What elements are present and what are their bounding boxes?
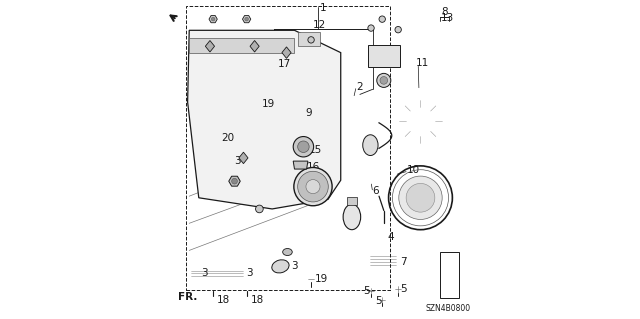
Text: 16: 16	[307, 161, 320, 172]
Text: FR.: FR.	[178, 292, 197, 302]
Circle shape	[298, 171, 328, 202]
Polygon shape	[228, 176, 240, 186]
Ellipse shape	[283, 249, 292, 256]
Text: SZN4B0800: SZN4B0800	[425, 304, 470, 313]
Circle shape	[308, 37, 314, 43]
Text: 20: 20	[221, 133, 235, 143]
Polygon shape	[239, 152, 248, 164]
Circle shape	[368, 25, 374, 31]
Circle shape	[244, 17, 248, 21]
Text: 9: 9	[306, 108, 312, 118]
Polygon shape	[189, 38, 294, 53]
Text: 5: 5	[375, 296, 381, 306]
Text: 15: 15	[308, 145, 322, 155]
Text: 1: 1	[319, 3, 326, 13]
Circle shape	[255, 205, 263, 213]
Polygon shape	[293, 161, 308, 169]
Text: 10: 10	[407, 165, 420, 175]
Text: 17: 17	[278, 59, 291, 69]
Bar	[440, 252, 460, 298]
Polygon shape	[188, 30, 340, 209]
Polygon shape	[298, 32, 320, 46]
Circle shape	[379, 16, 385, 22]
Text: 8: 8	[441, 7, 448, 17]
Polygon shape	[250, 41, 259, 52]
Text: 3: 3	[246, 268, 252, 278]
Ellipse shape	[272, 260, 289, 273]
Circle shape	[211, 17, 215, 21]
Circle shape	[298, 141, 309, 152]
Circle shape	[293, 137, 314, 157]
Text: 11: 11	[416, 58, 429, 68]
Text: 3: 3	[201, 268, 207, 278]
Polygon shape	[243, 16, 251, 23]
Circle shape	[377, 73, 391, 87]
Circle shape	[306, 180, 320, 194]
Polygon shape	[205, 41, 214, 52]
Text: 3: 3	[234, 156, 241, 166]
Text: 2: 2	[356, 82, 363, 92]
Text: 7: 7	[401, 257, 407, 267]
Text: 18: 18	[251, 295, 264, 305]
Ellipse shape	[343, 204, 361, 230]
Circle shape	[294, 167, 332, 206]
Text: 6: 6	[372, 186, 379, 197]
Text: 18: 18	[218, 295, 230, 305]
Ellipse shape	[363, 135, 378, 155]
Polygon shape	[282, 47, 291, 58]
Text: 12: 12	[312, 20, 326, 30]
Circle shape	[232, 178, 237, 184]
Text: 5: 5	[364, 286, 370, 296]
Circle shape	[395, 26, 401, 33]
Text: 4: 4	[388, 232, 394, 242]
Text: 5: 5	[401, 284, 407, 294]
Circle shape	[406, 183, 435, 212]
Bar	[368, 45, 400, 67]
Text: 19: 19	[262, 99, 275, 109]
Polygon shape	[209, 16, 218, 23]
Circle shape	[399, 176, 442, 219]
Text: 13: 13	[441, 13, 454, 23]
Circle shape	[380, 77, 388, 84]
Text: 3: 3	[291, 261, 298, 271]
Text: 14: 14	[270, 41, 284, 51]
Bar	[347, 197, 356, 205]
Text: 19: 19	[316, 274, 328, 284]
